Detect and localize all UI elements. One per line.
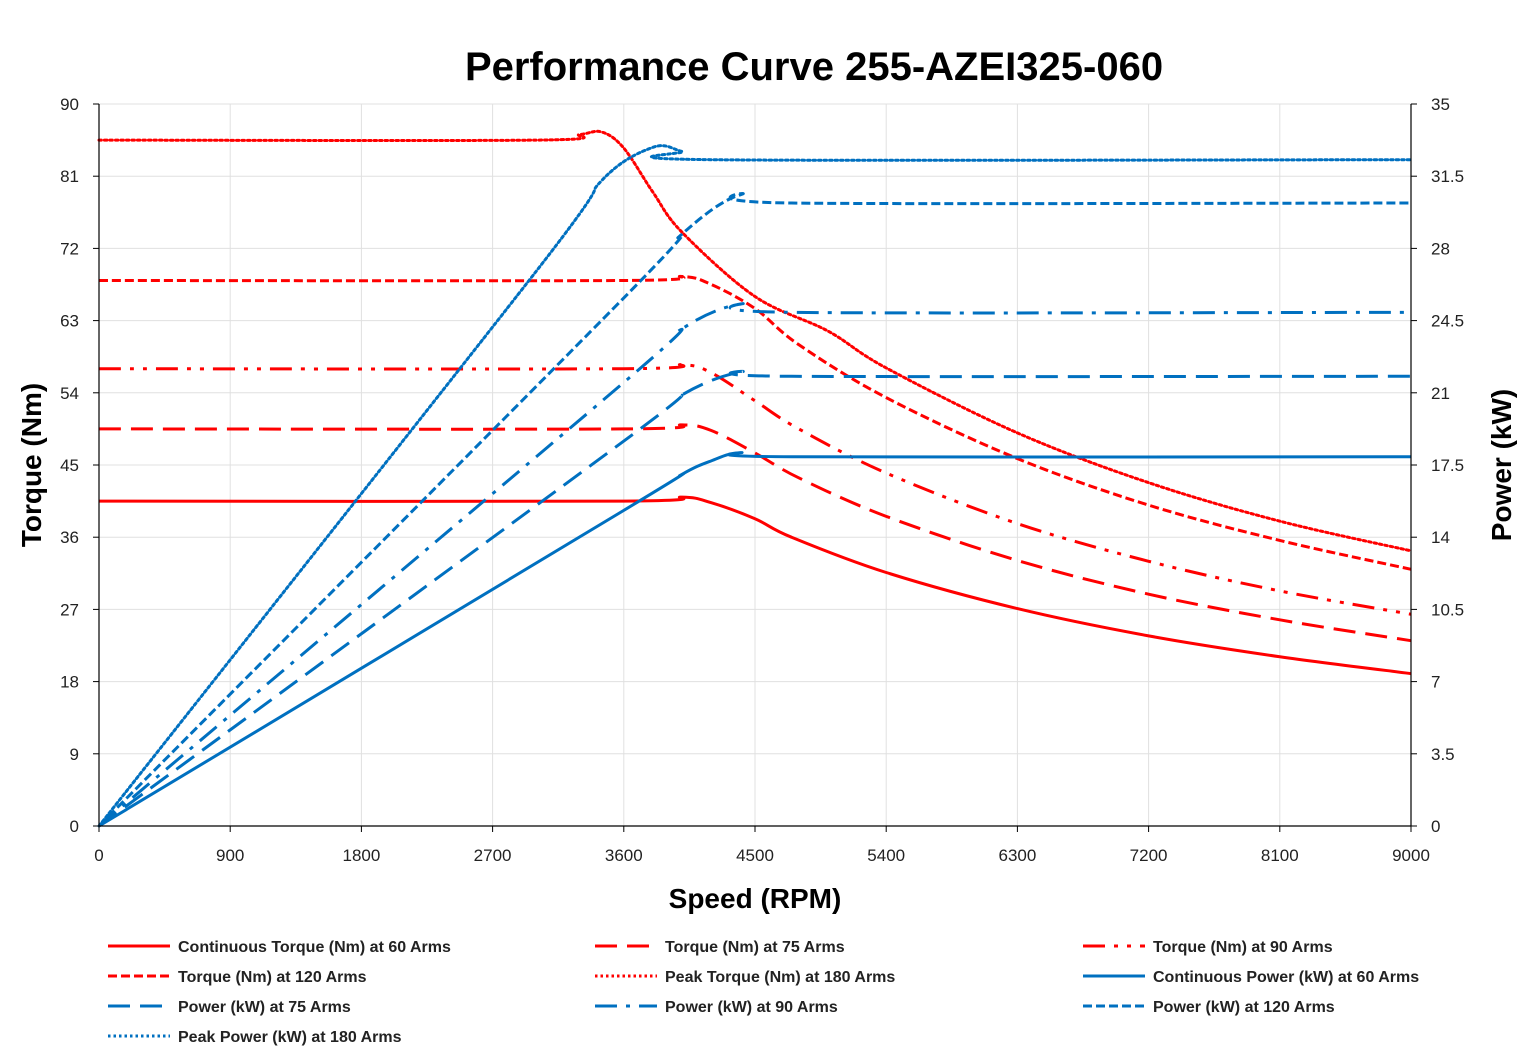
y2-tick-label: 28 <box>1431 239 1450 258</box>
y-tick-label: 0 <box>70 817 79 836</box>
y-axis-label: Torque (Nm) <box>16 383 47 547</box>
y2-axis-label: Power (kW) <box>1486 389 1517 541</box>
legend-label: Power (kW) at 75 Arms <box>178 999 351 1016</box>
series-line-2 <box>98 423 1412 643</box>
y2-tick-label: 21 <box>1431 384 1450 403</box>
y-tick-label: 63 <box>60 312 79 331</box>
y2-tick-label: 3.5 <box>1431 745 1455 764</box>
chart-title: Performance Curve 255-AZEI325-060 <box>465 45 1163 89</box>
x-tick-label: 7200 <box>1130 846 1168 865</box>
series-line-9 <box>97 192 1412 828</box>
x-tick-label: 2700 <box>474 846 512 865</box>
legend-label: Continuous Power (kW) at 60 Arms <box>1153 969 1419 986</box>
x-axis-label: Speed (RPM) <box>669 883 842 914</box>
y2-tick-label: 24.5 <box>1431 312 1464 331</box>
legend-label: Torque (Nm) at 120 Arms <box>178 969 367 986</box>
y2-tick-label: 7 <box>1431 673 1440 692</box>
series-line-5 <box>97 129 1413 553</box>
x-tick-label: 6300 <box>998 846 1036 865</box>
legend-label: Torque (Nm) at 90 Arms <box>1153 939 1333 956</box>
series-line-6 <box>98 451 1412 828</box>
axes: 0 900 1800 2700 3600 4500 5400 6300 7200 8100 9000… <box>60 95 1464 865</box>
y-tick-label: 81 <box>60 167 79 186</box>
legend-label: Torque (Nm) at 75 Arms <box>665 939 845 956</box>
y-tick-label: 36 <box>60 528 79 547</box>
y-tick-label: 90 <box>60 95 79 114</box>
series-line-3 <box>98 363 1412 616</box>
legend-label: Continuous Torque (Nm) at 60 Arms <box>178 939 451 956</box>
x-tick-label: 0 <box>94 846 103 865</box>
y-tick-label: 18 <box>60 673 79 692</box>
x-tick-label: 1800 <box>342 846 380 865</box>
legend: Continuous Torque (Nm) at 60 Arms Torque … <box>108 939 1419 1046</box>
legend-label: Peak Power (kW) at 180 Arms <box>178 1029 402 1046</box>
y2-tick-label: 14 <box>1431 528 1450 547</box>
y2-tick-label: 17.5 <box>1431 456 1464 475</box>
legend-label: Power (kW) at 90 Arms <box>665 999 838 1016</box>
y2-tick-label: 31.5 <box>1431 167 1464 186</box>
series-line-1 <box>98 495 1412 676</box>
y2-tick-label: 10.5 <box>1431 600 1464 619</box>
y2-tick-label: 0 <box>1431 817 1440 836</box>
x-tick-label: 8100 <box>1261 846 1299 865</box>
grid <box>99 103 1412 826</box>
series-line-7 <box>98 369 1412 828</box>
y-tick-label: 54 <box>60 384 79 403</box>
y-tick-label: 27 <box>60 600 79 619</box>
y-tick-label: 72 <box>60 239 79 258</box>
legend-label: Power (kW) at 120 Arms <box>1153 999 1335 1016</box>
series-group <box>97 129 1413 828</box>
series-line-10 <box>97 144 1413 828</box>
x-tick-label: 3600 <box>605 846 643 865</box>
series-line-4 <box>98 274 1412 571</box>
y2-tick-label: 35 <box>1431 95 1450 114</box>
legend-label: Peak Torque (Nm) at 180 Arms <box>665 969 895 986</box>
x-tick-label: 4500 <box>736 846 774 865</box>
series-line-8 <box>98 302 1412 828</box>
y-tick-label: 45 <box>60 456 79 475</box>
x-tick-label: 5400 <box>867 846 905 865</box>
y-tick-label: 9 <box>70 745 79 764</box>
x-tick-label: 9000 <box>1392 846 1430 865</box>
x-tick-label: 900 <box>216 846 244 865</box>
